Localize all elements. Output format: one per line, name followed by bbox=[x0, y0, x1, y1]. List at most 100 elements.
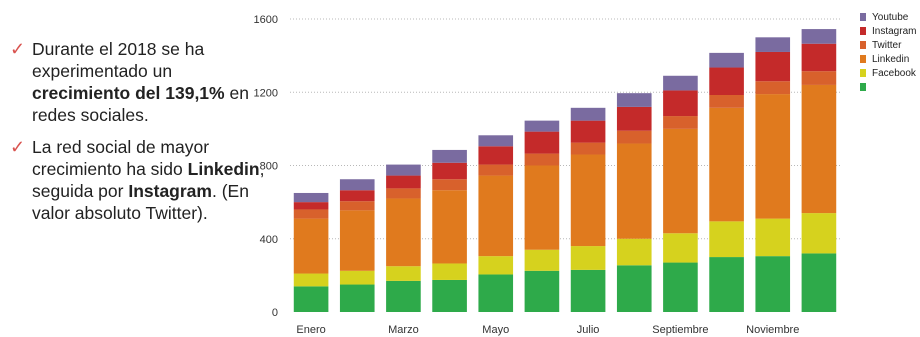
y-tick-label: 0 bbox=[272, 307, 278, 319]
bar-segment bbox=[293, 218, 329, 274]
bullet-linkedin: ✓ La red social de mayor crecimiento ha … bbox=[6, 136, 268, 224]
bar-segment bbox=[801, 29, 837, 44]
bar-segment bbox=[616, 106, 652, 131]
bullet-growth-pre: Durante el 2018 se ha experimentado un bbox=[32, 39, 205, 81]
legend-swatch bbox=[860, 41, 866, 49]
bar-segment bbox=[570, 246, 606, 270]
legend-label: Linkedin bbox=[872, 54, 909, 65]
bar-segment bbox=[709, 52, 744, 68]
bullet-growth-post: en redes sociales. bbox=[32, 83, 249, 125]
bar-segment bbox=[524, 165, 560, 250]
bar-segment bbox=[339, 270, 375, 285]
bar-segment bbox=[616, 265, 652, 312]
x-tick-label: Julio bbox=[577, 324, 600, 336]
bar-segment bbox=[478, 146, 514, 165]
bar-segment bbox=[386, 175, 421, 189]
bar-segment bbox=[386, 188, 421, 199]
y-tick-label: 1200 bbox=[254, 87, 278, 99]
legend-swatch bbox=[860, 55, 866, 63]
bar-segment bbox=[663, 75, 698, 91]
legend-label: Facebook bbox=[872, 68, 917, 79]
bar-segment bbox=[478, 256, 514, 275]
bar-segment bbox=[755, 218, 791, 257]
bullet-growth-bold: crecimiento del 139,1% bbox=[32, 83, 225, 103]
bar-segment bbox=[293, 273, 329, 287]
bar-segment bbox=[478, 135, 514, 147]
bullet-linkedin-bold: Linkedin bbox=[187, 159, 260, 179]
bar-segment bbox=[570, 107, 606, 121]
bar-segment bbox=[801, 71, 837, 85]
bar-segment bbox=[339, 190, 375, 202]
bar-segment bbox=[339, 210, 375, 271]
bar-segment bbox=[755, 37, 791, 52]
bar-segment bbox=[570, 120, 606, 143]
bar-segment bbox=[570, 154, 606, 247]
bullet-list: ✓ Durante el 2018 se ha experimentado un… bbox=[6, 38, 268, 234]
bar-segment bbox=[663, 128, 698, 234]
bar-segment bbox=[524, 249, 560, 271]
bar-segment bbox=[432, 263, 467, 280]
bar-segment bbox=[755, 81, 791, 95]
bar-segment bbox=[432, 190, 467, 264]
bar-segment bbox=[524, 270, 560, 312]
bar-segment bbox=[663, 233, 698, 263]
bar-segment bbox=[386, 280, 421, 312]
y-tick-label: 800 bbox=[260, 161, 278, 173]
bar-segment bbox=[432, 179, 467, 191]
bar-segment bbox=[478, 164, 514, 176]
bar-segment bbox=[293, 202, 329, 210]
bar-segment bbox=[432, 162, 467, 180]
bar-segment bbox=[801, 43, 837, 72]
bar-segment bbox=[432, 279, 467, 312]
bar-segment bbox=[709, 67, 744, 95]
x-tick-label: Noviembre bbox=[746, 324, 799, 336]
bar-segment bbox=[709, 107, 744, 222]
bar-segment bbox=[755, 94, 791, 219]
bar-segment bbox=[339, 201, 375, 211]
bar-segment bbox=[339, 179, 375, 191]
bar-segment bbox=[801, 253, 837, 312]
legend-swatch bbox=[860, 13, 866, 21]
bar-segment bbox=[386, 164, 421, 176]
bar-segment bbox=[755, 256, 791, 312]
bar-segment bbox=[524, 131, 560, 154]
y-tick-label: 400 bbox=[260, 234, 278, 246]
bar-segment bbox=[432, 149, 467, 163]
legend-swatch bbox=[860, 69, 866, 77]
bullet-growth: ✓ Durante el 2018 se ha experimentado un… bbox=[6, 38, 268, 126]
bar-segment bbox=[616, 93, 652, 107]
bar-segment bbox=[709, 257, 744, 312]
bar-segment bbox=[801, 213, 837, 254]
bar-segment bbox=[663, 262, 698, 312]
x-tick-label: Marzo bbox=[388, 324, 419, 336]
bar-segment bbox=[801, 84, 837, 214]
bar-segment bbox=[616, 238, 652, 266]
bar-segment bbox=[616, 143, 652, 239]
legend-label: Twitter bbox=[872, 40, 902, 51]
bar-segment bbox=[663, 116, 698, 129]
bullet-linkedin-post: . (En valor absoluto Twitter). bbox=[32, 181, 249, 223]
y-tick-label: 1600 bbox=[254, 14, 278, 26]
x-tick-label: Enero bbox=[296, 324, 325, 336]
bar-segment bbox=[478, 175, 514, 257]
bar-segment bbox=[570, 269, 606, 312]
bar-segment bbox=[386, 266, 421, 281]
bar-segment bbox=[709, 221, 744, 258]
checkmark-icon: ✓ bbox=[10, 39, 26, 59]
bar-segment bbox=[524, 153, 560, 166]
bullet-linkedin-pre: La red social de mayor crecimiento ha si… bbox=[32, 137, 210, 179]
bar-segment bbox=[570, 142, 606, 155]
bullet-linkedin-bold2: Instagram bbox=[128, 181, 212, 201]
legend-label: Instagram bbox=[872, 26, 916, 37]
bar-segment bbox=[616, 130, 652, 144]
bar-segment bbox=[386, 198, 421, 267]
bar-segment bbox=[293, 286, 329, 312]
checkmark-icon: ✓ bbox=[10, 137, 26, 157]
bar-segment bbox=[293, 192, 329, 203]
x-tick-label: Mayo bbox=[482, 324, 509, 336]
bar-segment bbox=[478, 274, 514, 312]
legend-swatch bbox=[860, 83, 866, 91]
bar-segment bbox=[524, 120, 560, 132]
x-tick-label: Septiembre bbox=[652, 324, 708, 336]
